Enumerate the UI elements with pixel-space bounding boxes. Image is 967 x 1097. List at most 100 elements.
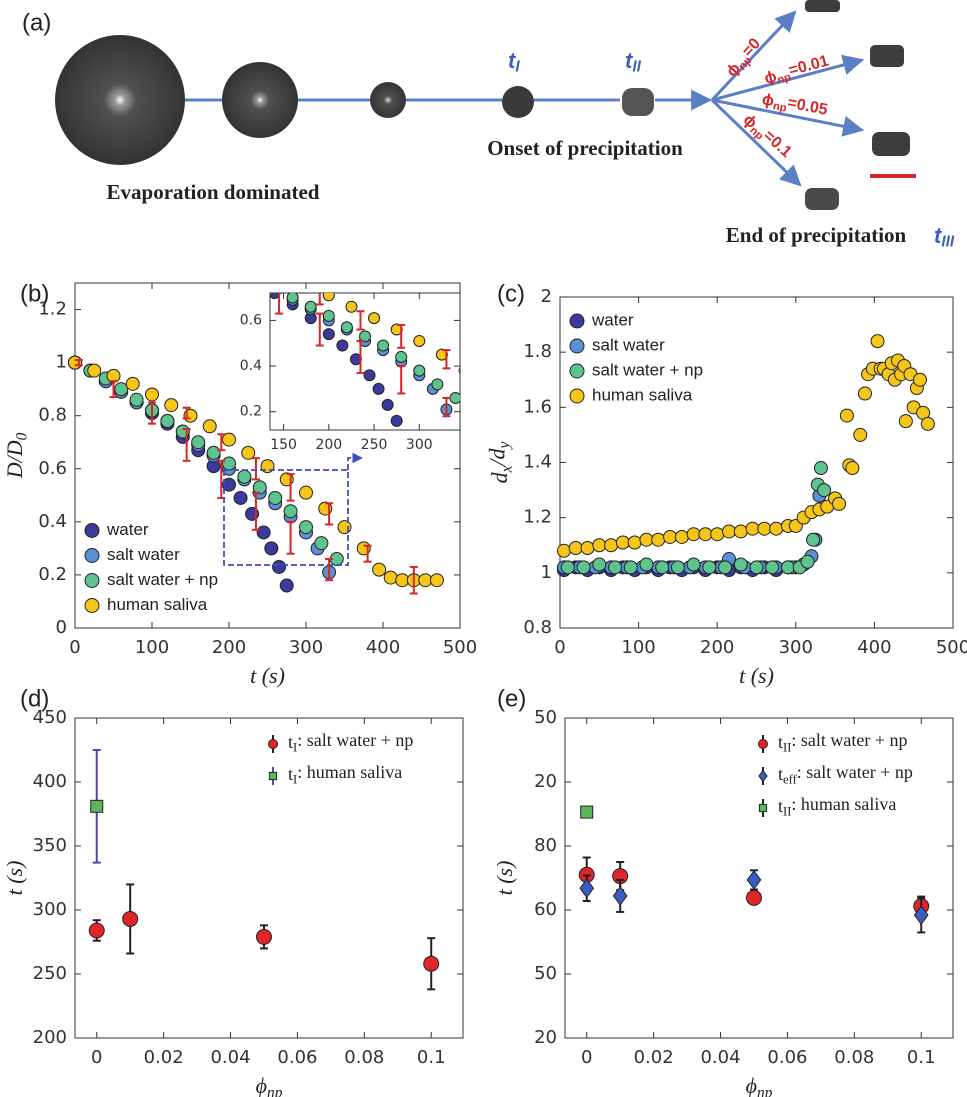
droplet bbox=[370, 82, 406, 118]
marker bbox=[125, 376, 140, 391]
marker bbox=[222, 477, 236, 492]
error-bar bbox=[325, 502, 334, 526]
y-tick-label: 1.4 bbox=[523, 452, 552, 473]
y-tick-label: 0.4 bbox=[240, 358, 262, 374]
marker bbox=[179, 237, 190, 248]
panel-label: (d) bbox=[20, 685, 49, 712]
text-part: : human saliva bbox=[791, 794, 896, 814]
panel-label: (b) bbox=[20, 280, 49, 307]
marker bbox=[920, 416, 935, 431]
droplet bbox=[622, 88, 654, 116]
x-tick-label: 400 bbox=[857, 637, 891, 658]
error-bar bbox=[325, 558, 334, 582]
subscript: x bbox=[498, 465, 515, 473]
marker bbox=[237, 469, 252, 484]
x-axis-label: t (s) bbox=[739, 663, 774, 688]
marker bbox=[210, 242, 221, 253]
text-part: : human saliva bbox=[297, 762, 402, 782]
legend: water salt water salt water + np human sali… bbox=[84, 520, 218, 614]
marker bbox=[215, 258, 226, 269]
text-part: t (s) bbox=[2, 861, 27, 896]
subscript: II bbox=[783, 804, 791, 818]
marker bbox=[179, 240, 190, 251]
x-tick-label: 100 bbox=[621, 637, 655, 658]
marker bbox=[142, 224, 153, 235]
marker bbox=[165, 230, 176, 241]
marker bbox=[395, 350, 408, 363]
error-bar bbox=[409, 565, 418, 595]
marker bbox=[345, 300, 358, 313]
branch-label: ϕnp=0.1 bbox=[738, 110, 794, 163]
marker bbox=[160, 414, 175, 428]
text-part: ϕ bbox=[763, 68, 779, 88]
marker bbox=[372, 382, 385, 395]
y-tick-label: 450 bbox=[33, 707, 67, 728]
branch-label: ϕnp=0.05 bbox=[760, 90, 829, 123]
marker bbox=[839, 408, 854, 423]
legend-label: tI: human saliva bbox=[288, 762, 402, 786]
marker bbox=[482, 383, 493, 394]
marker bbox=[84, 523, 100, 538]
marker bbox=[206, 445, 221, 460]
marker bbox=[283, 504, 298, 519]
marker bbox=[222, 432, 236, 447]
marker bbox=[710, 527, 725, 542]
panel-label: (c) bbox=[497, 280, 525, 307]
marker bbox=[592, 538, 607, 553]
y-tick-label: 1 bbox=[56, 352, 67, 373]
marker bbox=[255, 260, 266, 271]
y-tick-label: 1.2 bbox=[523, 507, 552, 528]
marker bbox=[845, 461, 860, 476]
subscript: II bbox=[783, 740, 791, 754]
y-axis-label: dx/dy bbox=[485, 441, 515, 483]
marker bbox=[655, 560, 670, 575]
text-part: : salt water + np bbox=[797, 762, 913, 782]
legend: water salt water salt water + np human sali… bbox=[569, 310, 703, 404]
marker bbox=[268, 771, 278, 781]
subscript: III bbox=[941, 233, 955, 250]
text-part: t bbox=[288, 764, 293, 784]
marker bbox=[718, 560, 733, 575]
marker bbox=[627, 535, 642, 550]
marker bbox=[569, 313, 585, 329]
marker bbox=[569, 338, 585, 354]
marker bbox=[670, 560, 685, 575]
error-bar bbox=[442, 397, 451, 418]
error-bar bbox=[397, 323, 406, 349]
marker bbox=[179, 240, 190, 251]
marker bbox=[817, 483, 832, 498]
subscript: I bbox=[293, 740, 297, 754]
x-tick-label: 400 bbox=[366, 637, 400, 658]
marker bbox=[191, 435, 206, 450]
marker bbox=[423, 955, 440, 972]
marker bbox=[278, 269, 289, 280]
marker bbox=[215, 256, 226, 267]
legend-label: salt water + np bbox=[592, 360, 703, 379]
marker bbox=[758, 803, 768, 813]
error-bar bbox=[74, 358, 83, 367]
marker bbox=[322, 293, 335, 302]
marker bbox=[769, 521, 784, 536]
error-bar bbox=[275, 268, 283, 277]
marker bbox=[268, 739, 278, 749]
error-bar bbox=[315, 312, 324, 347]
marker bbox=[87, 363, 102, 378]
marker bbox=[702, 560, 717, 575]
marker bbox=[813, 461, 828, 476]
marker bbox=[733, 557, 748, 572]
marker bbox=[413, 334, 426, 347]
marker bbox=[88, 922, 105, 939]
marker bbox=[592, 557, 607, 572]
text-part: d bbox=[487, 471, 512, 483]
y-tick-label: 1.2 bbox=[38, 299, 67, 320]
marker bbox=[233, 265, 244, 276]
error-bar bbox=[189, 245, 197, 259]
marker bbox=[377, 339, 390, 352]
marker bbox=[569, 388, 585, 404]
onset-label: Onset of precipitation bbox=[487, 136, 683, 160]
marker bbox=[746, 870, 762, 890]
marker bbox=[765, 560, 780, 575]
marker bbox=[580, 805, 594, 819]
x-axis-label: ϕnp bbox=[746, 1073, 773, 1097]
marker bbox=[800, 554, 815, 569]
